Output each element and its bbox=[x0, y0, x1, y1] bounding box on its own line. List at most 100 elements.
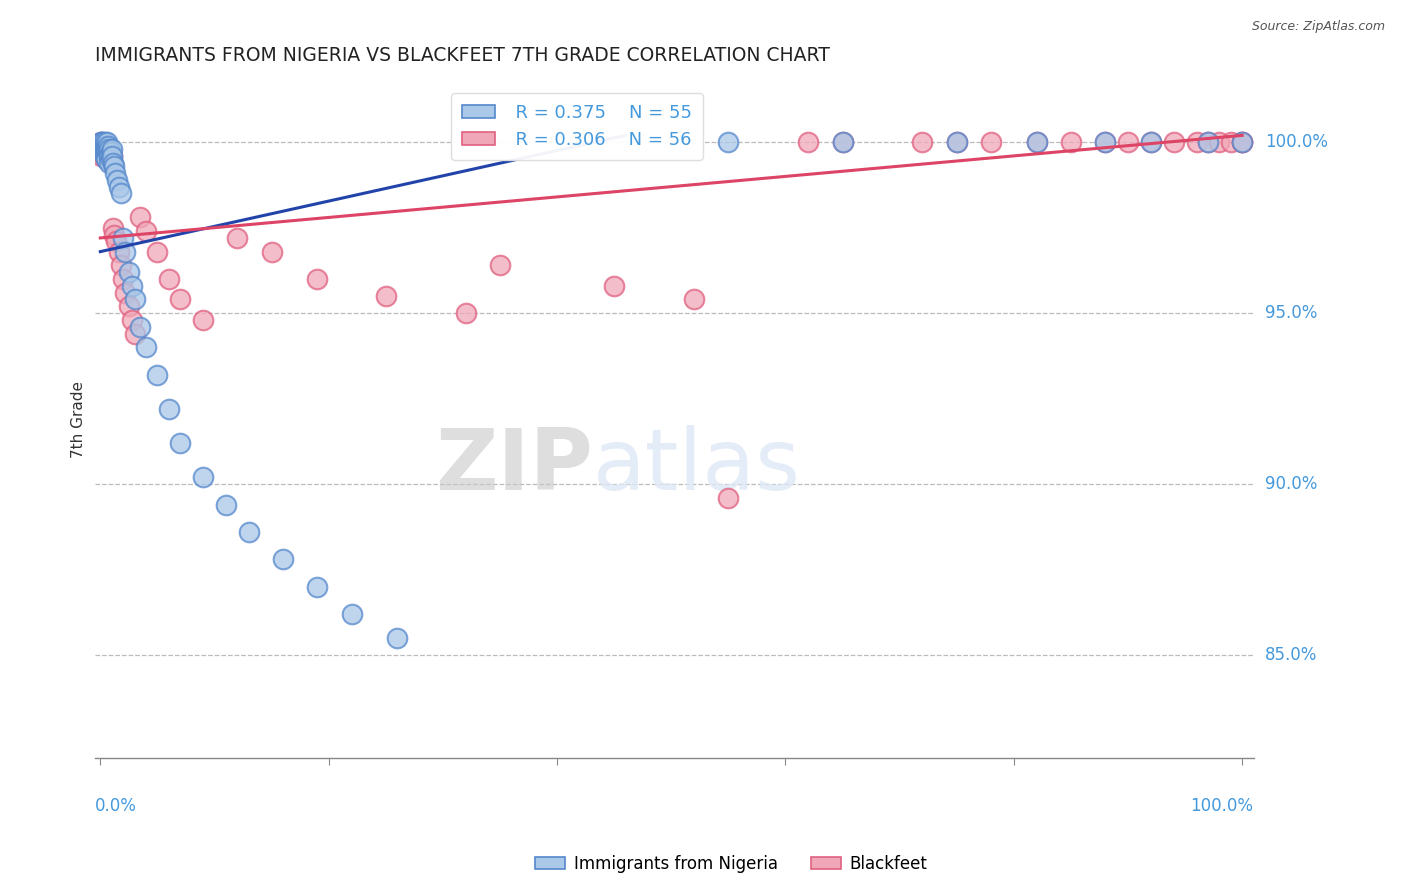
Point bbox=[100, 155, 122, 169]
Point bbox=[1025, 135, 1047, 149]
Point bbox=[96, 135, 118, 149]
Point bbox=[121, 313, 143, 327]
Point bbox=[124, 326, 146, 341]
Point bbox=[94, 145, 117, 160]
Point bbox=[100, 153, 122, 167]
Point bbox=[135, 340, 157, 354]
Point bbox=[94, 142, 117, 156]
Point bbox=[1230, 135, 1253, 149]
Point bbox=[1060, 135, 1083, 149]
Point bbox=[94, 138, 117, 153]
Point bbox=[489, 258, 512, 272]
Point bbox=[96, 153, 118, 167]
Point bbox=[107, 173, 129, 187]
Point bbox=[945, 135, 967, 149]
Point bbox=[831, 135, 853, 149]
Text: 0.0%: 0.0% bbox=[94, 797, 136, 814]
Point bbox=[1197, 135, 1219, 149]
Point bbox=[94, 138, 117, 153]
Point bbox=[169, 293, 191, 307]
Point bbox=[94, 153, 117, 167]
Point bbox=[124, 293, 146, 307]
Point bbox=[129, 319, 152, 334]
Point bbox=[90, 135, 112, 149]
Point bbox=[90, 142, 112, 156]
Point bbox=[112, 231, 135, 245]
Point bbox=[90, 135, 112, 149]
Point bbox=[831, 135, 853, 149]
Point bbox=[105, 235, 128, 249]
Point bbox=[911, 135, 934, 149]
Point bbox=[91, 145, 114, 160]
Point bbox=[94, 149, 117, 163]
Point bbox=[90, 142, 112, 156]
Point bbox=[100, 145, 122, 160]
Point bbox=[103, 159, 125, 173]
Text: atlas: atlas bbox=[593, 425, 801, 508]
Point bbox=[90, 135, 112, 149]
Point bbox=[603, 278, 626, 293]
Point bbox=[683, 293, 706, 307]
Point bbox=[1219, 135, 1241, 149]
Point bbox=[1185, 135, 1208, 149]
Point bbox=[101, 220, 124, 235]
Point bbox=[100, 142, 122, 156]
Point bbox=[191, 313, 214, 327]
Point bbox=[260, 244, 283, 259]
Point bbox=[103, 227, 125, 242]
Point bbox=[146, 244, 169, 259]
Point bbox=[980, 135, 1002, 149]
Point bbox=[104, 166, 127, 180]
Point bbox=[157, 272, 180, 286]
Point bbox=[1208, 135, 1230, 149]
Point bbox=[98, 149, 121, 163]
Point bbox=[90, 149, 112, 163]
Point bbox=[114, 285, 136, 300]
Point bbox=[340, 607, 363, 621]
Legend: Immigrants from Nigeria, Blackfeet: Immigrants from Nigeria, Blackfeet bbox=[529, 848, 934, 880]
Point bbox=[945, 135, 967, 149]
Point bbox=[100, 149, 122, 163]
Point bbox=[135, 224, 157, 238]
Point bbox=[121, 278, 143, 293]
Point bbox=[191, 470, 214, 484]
Point bbox=[98, 149, 121, 163]
Point bbox=[1140, 135, 1163, 149]
Point bbox=[169, 436, 191, 450]
Text: ZIP: ZIP bbox=[436, 425, 593, 508]
Text: 90.0%: 90.0% bbox=[1265, 475, 1317, 493]
Point bbox=[797, 135, 820, 149]
Text: 85.0%: 85.0% bbox=[1265, 646, 1317, 665]
Point bbox=[110, 258, 132, 272]
Point bbox=[271, 552, 294, 566]
Point bbox=[93, 138, 115, 153]
Point bbox=[98, 142, 121, 156]
Point bbox=[100, 149, 122, 163]
Point bbox=[1230, 135, 1253, 149]
Point bbox=[94, 145, 117, 160]
Point bbox=[98, 155, 121, 169]
Point bbox=[94, 142, 117, 156]
Legend:   R = 0.375    N = 55,   R = 0.306    N = 56: R = 0.375 N = 55, R = 0.306 N = 56 bbox=[451, 93, 703, 160]
Text: IMMIGRANTS FROM NIGERIA VS BLACKFEET 7TH GRADE CORRELATION CHART: IMMIGRANTS FROM NIGERIA VS BLACKFEET 7TH… bbox=[94, 46, 830, 65]
Point bbox=[101, 155, 124, 169]
Point bbox=[1025, 135, 1047, 149]
Point bbox=[107, 244, 129, 259]
Text: 95.0%: 95.0% bbox=[1265, 304, 1317, 322]
Text: 100.0%: 100.0% bbox=[1265, 133, 1327, 152]
Point bbox=[91, 135, 114, 149]
Point bbox=[97, 145, 120, 160]
Point bbox=[1197, 135, 1219, 149]
Point bbox=[93, 138, 115, 153]
Point bbox=[96, 142, 118, 156]
Point bbox=[1163, 135, 1185, 149]
Point bbox=[114, 244, 136, 259]
Point bbox=[717, 135, 740, 149]
Point bbox=[118, 299, 141, 313]
Point bbox=[146, 368, 169, 382]
Y-axis label: 7th Grade: 7th Grade bbox=[72, 381, 86, 458]
Point bbox=[226, 231, 249, 245]
Point bbox=[112, 272, 135, 286]
Point bbox=[1094, 135, 1116, 149]
Point bbox=[215, 498, 238, 512]
